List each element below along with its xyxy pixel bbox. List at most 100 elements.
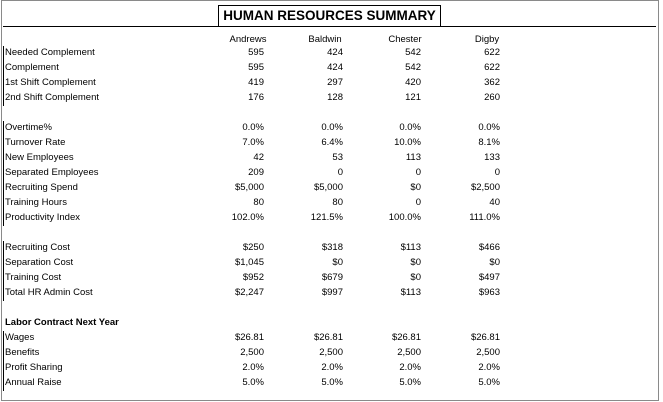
cell-chester: $0 xyxy=(410,272,421,283)
cell-digby: $0 xyxy=(489,257,500,268)
cell-chester: 0 xyxy=(415,197,421,208)
table-row: Benefits 2,500 2,500 2,500 2,500 xyxy=(0,346,663,361)
cell-baldwin: 297 xyxy=(327,77,343,88)
report-title: HUMAN RESOURCES SUMMARY xyxy=(218,5,441,27)
cell-baldwin: 424 xyxy=(327,47,343,58)
table-row: Wages $26.81 $26.81 $26.81 $26.81 xyxy=(0,331,663,346)
cell-baldwin: 121.5% xyxy=(310,212,343,223)
cell-digby: 362 xyxy=(484,77,500,88)
cell-chester: 113 xyxy=(405,152,421,163)
cell-digby: $2,500 xyxy=(470,182,500,193)
cell-andrews: 2,500 xyxy=(240,347,264,358)
cell-baldwin: $997 xyxy=(321,287,343,298)
cell-baldwin: 6.4% xyxy=(321,137,343,148)
cell-chester: 542 xyxy=(405,47,421,58)
cell-baldwin: $679 xyxy=(321,272,343,283)
cell-andrews: 42 xyxy=(253,152,264,163)
cell-digby: 0.0% xyxy=(478,122,500,133)
row-label: Total HR Admin Cost xyxy=(5,287,93,298)
row-label: New Employees xyxy=(5,152,74,163)
cell-baldwin: 128 xyxy=(327,92,343,103)
cell-andrews: $5,000 xyxy=(234,182,264,193)
table-row: Training Cost $952 $679 $0 $497 xyxy=(0,271,663,286)
row-label: Training Hours xyxy=(5,197,67,208)
row-label: Overtime% xyxy=(5,122,52,133)
cell-andrews: 595 xyxy=(248,62,264,73)
cell-chester: 542 xyxy=(405,62,421,73)
cell-andrews: 176 xyxy=(248,92,264,103)
cell-digby: 622 xyxy=(484,62,500,73)
cell-digby: 0 xyxy=(494,167,500,178)
section-left-border xyxy=(3,241,4,301)
cell-baldwin: 0.0% xyxy=(321,122,343,133)
cell-baldwin: $5,000 xyxy=(313,182,343,193)
cell-digby: 40 xyxy=(489,197,500,208)
column-header-baldwin: Baldwin xyxy=(308,34,342,45)
table-row: Profit Sharing 2.0% 2.0% 2.0% 2.0% xyxy=(0,361,663,376)
cell-chester: 0 xyxy=(415,167,421,178)
section-left-border xyxy=(3,121,4,226)
cell-chester: $26.81 xyxy=(391,332,421,343)
cell-digby: 622 xyxy=(484,47,500,58)
row-label: Recruiting Spend xyxy=(5,182,78,193)
cell-andrews: 419 xyxy=(248,77,264,88)
cell-andrews: 102.0% xyxy=(231,212,264,223)
column-header-andrews: Andrews xyxy=(229,34,267,45)
section-heading-row: Labor Contract Next Year xyxy=(0,316,663,331)
cell-andrews: $1,045 xyxy=(234,257,264,268)
table-row: Training Hours 80 80 0 40 xyxy=(0,196,663,211)
cell-digby: $26.81 xyxy=(470,332,500,343)
table-row: Annual Raise 5.0% 5.0% 5.0% 5.0% xyxy=(0,376,663,391)
table-row: Complement 595 424 542 622 xyxy=(0,61,663,76)
cell-andrews: 7.0% xyxy=(242,137,264,148)
cell-chester: 420 xyxy=(405,77,421,88)
header-divider xyxy=(3,26,656,27)
cell-digby: $466 xyxy=(478,242,500,253)
cell-baldwin: 80 xyxy=(332,197,343,208)
table-row: Productivity Index 102.0% 121.5% 100.0% 111.… xyxy=(0,211,663,226)
cell-andrews: 0.0% xyxy=(242,122,264,133)
cell-chester: 10.0% xyxy=(394,137,421,148)
cell-baldwin: $0 xyxy=(332,257,343,268)
cell-digby: $497 xyxy=(478,272,500,283)
row-label: Recruiting Cost xyxy=(5,242,70,253)
cell-chester: $113 xyxy=(400,242,421,253)
row-label: Profit Sharing xyxy=(5,362,63,373)
row-label: Separated Employees xyxy=(5,167,99,178)
cell-andrews: 5.0% xyxy=(242,377,264,388)
row-label: Separation Cost xyxy=(5,257,74,268)
cell-digby: 2,500 xyxy=(476,347,500,358)
cell-andrews: 80 xyxy=(253,197,264,208)
table-row: Recruiting Cost $250 $318 $113 $466 xyxy=(0,241,663,256)
column-header-chester: Chester xyxy=(388,34,422,45)
section-left-border xyxy=(3,331,4,391)
table-row: Total HR Admin Cost $2,247 $997 $113 $963 xyxy=(0,286,663,301)
cell-chester: 5.0% xyxy=(399,377,421,388)
cell-andrews: 209 xyxy=(248,167,264,178)
cell-digby: $963 xyxy=(478,287,500,298)
cell-digby: 133 xyxy=(484,152,500,163)
cell-chester: $0 xyxy=(410,182,421,193)
row-label: Benefits xyxy=(5,347,40,358)
cell-digby: 2.0% xyxy=(478,362,500,373)
table-row: New Employees 42 53 113 133 xyxy=(0,151,663,166)
cell-chester: 100.0% xyxy=(388,212,421,223)
row-label: Complement xyxy=(5,62,59,73)
section-left-border xyxy=(3,46,4,106)
cell-digby: 260 xyxy=(484,92,500,103)
cell-baldwin: $26.81 xyxy=(313,332,343,343)
cell-baldwin: 424 xyxy=(327,62,343,73)
cell-andrews: $2,247 xyxy=(234,287,264,298)
cell-chester: 2.0% xyxy=(399,362,421,373)
table-row: 2nd Shift Complement 176 128 121 260 xyxy=(0,91,663,106)
cell-baldwin: 5.0% xyxy=(321,377,343,388)
row-label: Productivity Index xyxy=(5,212,80,223)
section-heading: Labor Contract Next Year xyxy=(5,317,119,328)
cell-baldwin: 2,500 xyxy=(319,347,343,358)
table-row: Needed Complement 595 424 542 622 xyxy=(0,46,663,61)
cell-chester: $0 xyxy=(410,257,421,268)
table-row: 1st Shift Complement 419 297 420 362 xyxy=(0,76,663,91)
table-row: Turnover Rate 7.0% 6.4% 10.0% 8.1% xyxy=(0,136,663,151)
cell-baldwin: 53 xyxy=(332,152,343,163)
